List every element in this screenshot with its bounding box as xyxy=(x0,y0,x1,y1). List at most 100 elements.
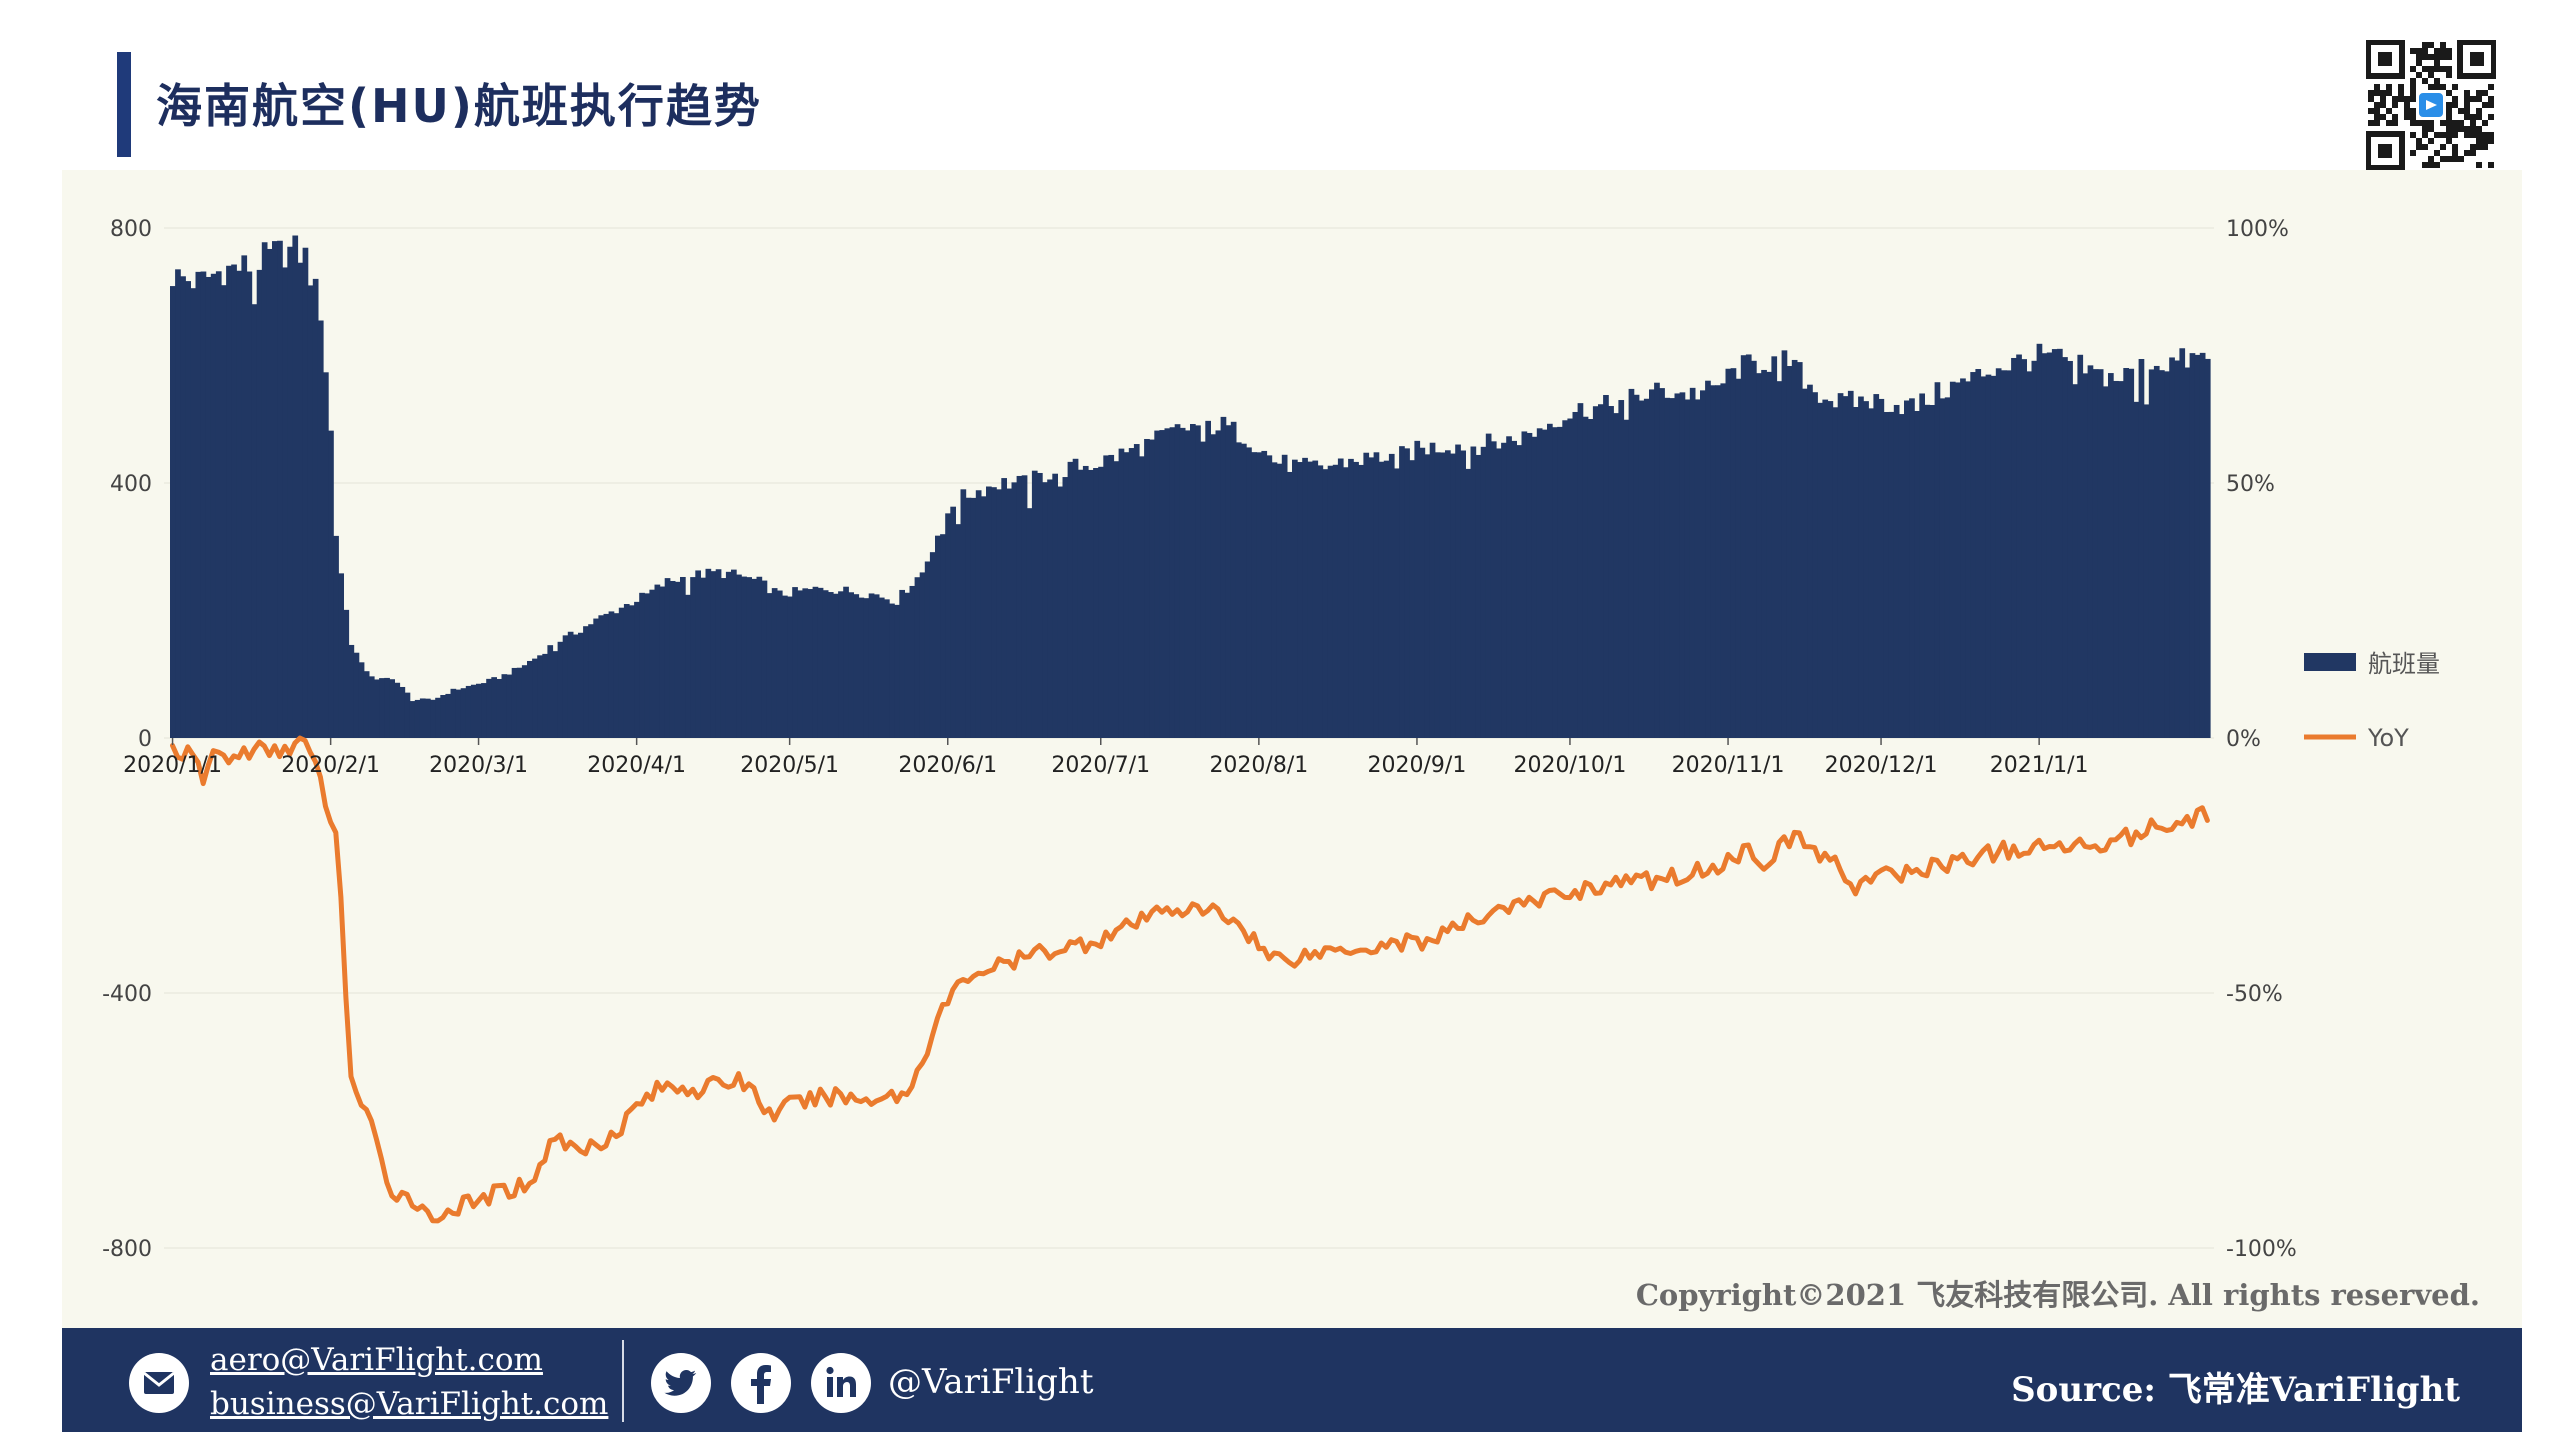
qr-cell xyxy=(2410,66,2416,72)
qr-cell xyxy=(2476,90,2482,96)
flight-volume-bar xyxy=(613,613,620,738)
qr-cell xyxy=(2482,90,2488,96)
flight-volume-bar xyxy=(511,667,518,738)
social-handle[interactable]: @VariFlight xyxy=(888,1362,1094,1402)
flight-volume-bar xyxy=(2082,373,2089,738)
flight-volume-bar xyxy=(501,674,508,738)
flight-volume-bar xyxy=(368,676,375,738)
flight-volume-bar xyxy=(1184,430,1191,738)
flight-volume-bar xyxy=(669,580,676,738)
qr-cell xyxy=(2452,120,2458,126)
flight-volume-bar xyxy=(1980,376,1987,738)
flight-volume-bar xyxy=(1812,392,1818,738)
flight-volume-bar xyxy=(884,599,890,738)
flight-volume-bar xyxy=(343,609,350,738)
flight-volume-bar xyxy=(1995,368,2002,738)
flight-volume-bar xyxy=(792,587,798,738)
flight-volume-bar xyxy=(756,576,763,738)
flight-volume-bar xyxy=(435,697,441,738)
qr-cell xyxy=(2458,156,2464,162)
qr-cell xyxy=(2392,96,2398,102)
flight-volume-bar xyxy=(2118,381,2124,738)
qr-cell xyxy=(2410,150,2416,156)
qr-cell xyxy=(2458,126,2464,132)
flight-volume-bar xyxy=(1628,388,1635,738)
flight-volume-bar xyxy=(1929,405,1936,738)
flight-volume-bar xyxy=(2113,380,2119,738)
flight-volume-bar xyxy=(618,607,625,738)
flight-volume-bar xyxy=(1567,418,1574,738)
flight-volume-bar xyxy=(1429,442,1436,738)
email-business-link[interactable]: business@VariFlight.com xyxy=(210,1386,609,1422)
flight-volume-bar xyxy=(1174,424,1181,738)
x-tick-label: 2020/6/1 xyxy=(898,753,997,778)
flight-volume-bar xyxy=(1215,430,1222,738)
flight-volume-bar xyxy=(1511,440,1517,738)
flight-volume-bar xyxy=(924,561,931,738)
flight-volume-bar xyxy=(720,578,727,738)
y-right-tick-label: -100% xyxy=(2226,1237,2297,1262)
qr-cell xyxy=(2446,102,2452,108)
flight-volume-bar xyxy=(2006,370,2012,738)
flight-volume-bar xyxy=(2016,354,2022,738)
y-right-tick-label: 100% xyxy=(2226,217,2289,242)
flight-volume-bar xyxy=(766,593,773,738)
qr-cell xyxy=(2434,162,2440,168)
qr-cell xyxy=(2440,66,2446,72)
facebook-icon[interactable] xyxy=(730,1352,792,1414)
qr-cell xyxy=(2422,48,2428,54)
qr-cell xyxy=(2440,48,2446,54)
flight-volume-bar xyxy=(1970,372,1976,738)
flight-volume-bar xyxy=(1684,399,1691,738)
qr-cell xyxy=(2374,114,2380,120)
flight-volume-bar xyxy=(317,320,324,738)
flight-volume-bar xyxy=(929,552,936,738)
qr-cell xyxy=(2476,96,2482,102)
flight-volume-bar xyxy=(1919,393,1925,738)
flight-volume-bar xyxy=(1863,401,1869,738)
flight-volume-bar xyxy=(1766,371,1772,738)
flight-volume-bar xyxy=(1669,398,1676,738)
qr-cell xyxy=(2410,78,2416,84)
qr-cell xyxy=(2488,114,2494,120)
flight-volume-bar xyxy=(1633,394,1640,738)
flight-volume-bar xyxy=(1659,388,1665,738)
flight-volume-bar xyxy=(1756,373,1762,738)
x-tick-label: 2020/8/1 xyxy=(1209,753,1308,778)
y-left-tick-label: 0 xyxy=(138,727,152,752)
flight-volume-bar xyxy=(2189,353,2196,738)
flight-volume-bar xyxy=(1914,410,1920,738)
flight-volume-bar xyxy=(1001,478,1007,738)
flight-volume-bar xyxy=(1363,452,1370,738)
flight-volume-bar xyxy=(991,487,997,738)
qr-cell xyxy=(2440,156,2446,162)
qr-cell xyxy=(2422,66,2428,72)
qr-cell xyxy=(2398,96,2404,102)
flight-volume-bar xyxy=(2062,357,2068,738)
qr-cell xyxy=(2440,144,2446,150)
flight-volume-bar xyxy=(970,497,977,738)
flight-volume-bar xyxy=(2194,354,2201,738)
flight-volume-bar xyxy=(1817,402,1823,738)
flight-volume-bar xyxy=(328,430,334,738)
flight-volume-bar xyxy=(2102,386,2109,738)
twitter-icon[interactable] xyxy=(650,1352,712,1414)
mail-icon[interactable] xyxy=(128,1352,190,1414)
flight-volume-bar xyxy=(1796,362,1803,738)
qr-cell xyxy=(2476,132,2482,138)
qr-cell xyxy=(2470,96,2476,102)
qr-cell xyxy=(2446,156,2452,162)
flight-volume-bar xyxy=(2138,359,2145,738)
chart-panel xyxy=(62,170,2522,1328)
flight-volume-bar xyxy=(1613,413,1619,738)
flight-volume-bar xyxy=(1006,488,1013,738)
flight-volume-bar xyxy=(1888,411,1895,738)
qr-code-icon[interactable] xyxy=(2366,40,2496,170)
linkedin-icon[interactable] xyxy=(810,1352,872,1414)
flight-volume-bar xyxy=(1654,382,1660,738)
flight-volume-bar xyxy=(231,264,237,738)
flight-volume-bar xyxy=(1868,408,1874,738)
qr-cell xyxy=(2458,108,2464,114)
flight-volume-bar xyxy=(1077,469,1084,738)
email-aero-link[interactable]: aero@VariFlight.com xyxy=(210,1342,543,1378)
